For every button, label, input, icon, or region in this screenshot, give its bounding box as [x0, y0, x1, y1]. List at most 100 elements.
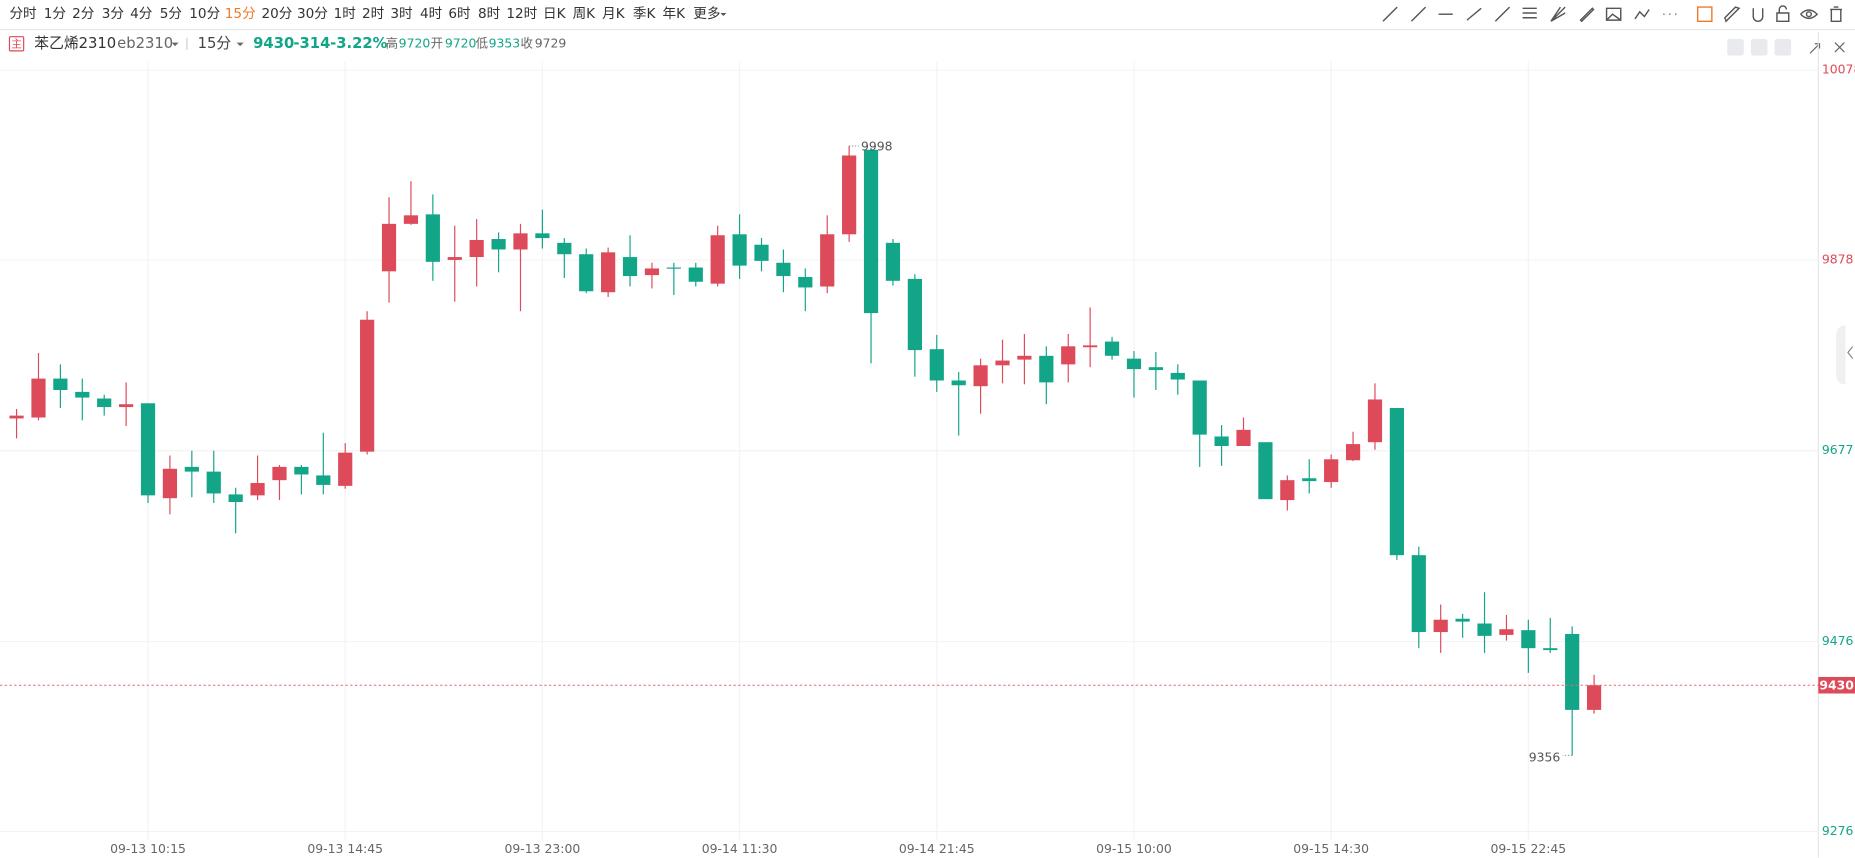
tool-glyph[interactable]	[1605, 7, 1622, 21]
y-tick-label: 10078	[1822, 62, 1855, 77]
candle-body	[1017, 355, 1032, 360]
period-button[interactable]: 10分	[189, 6, 220, 22]
period-button[interactable]: 3时	[390, 6, 413, 22]
period-button[interactable]: 12时	[506, 6, 537, 22]
side-panel-toggle[interactable]	[1836, 325, 1846, 385]
symbol-name[interactable]: 苯乙烯2310	[34, 35, 116, 52]
main-icon-box[interactable]	[8, 36, 25, 52]
tool-glyph[interactable]	[1466, 7, 1482, 21]
main-icon[interactable]: 主	[11, 37, 22, 50]
tool-glyph[interactable]	[1494, 6, 1511, 22]
period-button[interactable]: 4时	[420, 6, 443, 22]
tool-icon[interactable]	[1752, 8, 1764, 22]
tool-glyph[interactable]	[1579, 7, 1595, 23]
period-button[interactable]: 周K	[573, 6, 597, 22]
dropdown-caret[interactable]	[171, 42, 179, 47]
period-button[interactable]: 年K	[663, 6, 687, 22]
candle-body	[798, 277, 813, 288]
candle-body	[97, 398, 112, 408]
indicator-button[interactable]	[1774, 39, 1792, 56]
last-price-tag	[1818, 676, 1855, 694]
side-panel-arrow[interactable]	[1847, 346, 1854, 359]
dropdown-caret[interactable]	[720, 13, 727, 16]
indicator-button[interactable]	[1727, 39, 1744, 56]
candle-body	[732, 234, 747, 266]
tool-glyph[interactable]	[1752, 8, 1764, 22]
indicator-button[interactable]	[1750, 39, 1768, 56]
candle-body	[1258, 442, 1273, 500]
period-button[interactable]: 1分	[44, 6, 67, 22]
tool-glyph[interactable]	[1830, 6, 1842, 23]
candle-body	[644, 268, 660, 276]
candle-body	[885, 242, 901, 281]
candle-body	[1148, 367, 1163, 371]
period-button[interactable]: 日K	[543, 6, 567, 22]
tool-glyph[interactable]	[1724, 6, 1741, 23]
period-button[interactable]: 5分	[160, 6, 183, 22]
candle-body	[1455, 618, 1470, 622]
candle-body	[316, 475, 331, 485]
period-button[interactable]: 30分	[297, 6, 328, 22]
candle-body	[907, 278, 922, 351]
period-button[interactable]: 季K	[633, 6, 657, 22]
tool-icon[interactable]	[1776, 5, 1790, 23]
period-button[interactable]: 2时	[362, 6, 385, 22]
price-change: -314	[293, 35, 330, 52]
tool-icon[interactable]	[1466, 7, 1482, 21]
candle-body	[1477, 623, 1492, 636]
price-change-pct: -3.22%	[330, 35, 388, 52]
tool-icon[interactable]	[1724, 6, 1741, 23]
tool-icon[interactable]	[1494, 6, 1511, 22]
tool-glyph[interactable]	[1382, 6, 1398, 22]
tool-icon[interactable]	[1382, 6, 1398, 22]
tool-glyph[interactable]	[1800, 9, 1819, 20]
candle-body	[863, 149, 879, 314]
tool-glyph[interactable]	[1410, 6, 1427, 22]
period-button[interactable]: 更多	[693, 5, 720, 22]
x-tick-label: 09-15 14:30	[1293, 841, 1369, 856]
tool-icon[interactable]	[1634, 9, 1650, 20]
tool-glyph[interactable]	[1522, 7, 1537, 19]
candle-body	[1302, 478, 1317, 482]
x-tick-label: 09-15 22:45	[1490, 841, 1566, 856]
period-select[interactable]: 15分	[198, 35, 232, 52]
tool-glyph[interactable]	[1696, 6, 1713, 23]
candle-body	[666, 267, 681, 269]
tool-icon[interactable]	[1830, 6, 1842, 23]
period-button[interactable]: 20分	[261, 6, 292, 22]
candle-body	[294, 466, 309, 475]
tool-icon[interactable]	[1550, 6, 1566, 22]
high-label: 高	[386, 35, 398, 50]
symbol-code[interactable]: eb2310	[117, 35, 173, 52]
candle-body	[1061, 346, 1076, 365]
tool-icon[interactable]	[1605, 7, 1622, 21]
candle-body	[1521, 630, 1536, 649]
tool-icon[interactable]	[1522, 7, 1537, 19]
tool-icon[interactable]	[1410, 6, 1427, 22]
tool-glyph[interactable]	[1776, 5, 1790, 23]
period-button[interactable]: 15分	[225, 6, 256, 22]
tool-glyph[interactable]	[1634, 9, 1650, 20]
period-button[interactable]: 3分	[102, 6, 125, 22]
candle-body	[754, 244, 769, 261]
candle-body	[381, 223, 397, 272]
period-button[interactable]: 2分	[72, 6, 95, 22]
candle-body	[1433, 619, 1448, 633]
candle-body	[206, 471, 221, 494]
period-button[interactable]: 分时	[9, 6, 37, 22]
period-button[interactable]: 月K	[602, 6, 626, 22]
x-tick-label: 09-14 11:30	[702, 841, 778, 856]
tool-glyph[interactable]	[1550, 6, 1566, 22]
x-tick-label: 09-14 21:45	[899, 841, 975, 856]
candle-body	[1170, 372, 1185, 380]
tool-icon[interactable]	[1579, 7, 1595, 23]
period-button[interactable]: 1时	[334, 6, 357, 22]
tool-icon[interactable]	[1800, 9, 1819, 20]
period-button[interactable]: 4分	[130, 6, 153, 22]
period-button[interactable]: 6时	[448, 6, 471, 22]
tool-icon[interactable]	[1696, 6, 1713, 23]
period-button[interactable]: 8时	[478, 6, 501, 22]
candle-body	[1126, 358, 1142, 370]
close-icon[interactable]	[1834, 42, 1845, 53]
dropdown-caret[interactable]	[236, 42, 244, 47]
